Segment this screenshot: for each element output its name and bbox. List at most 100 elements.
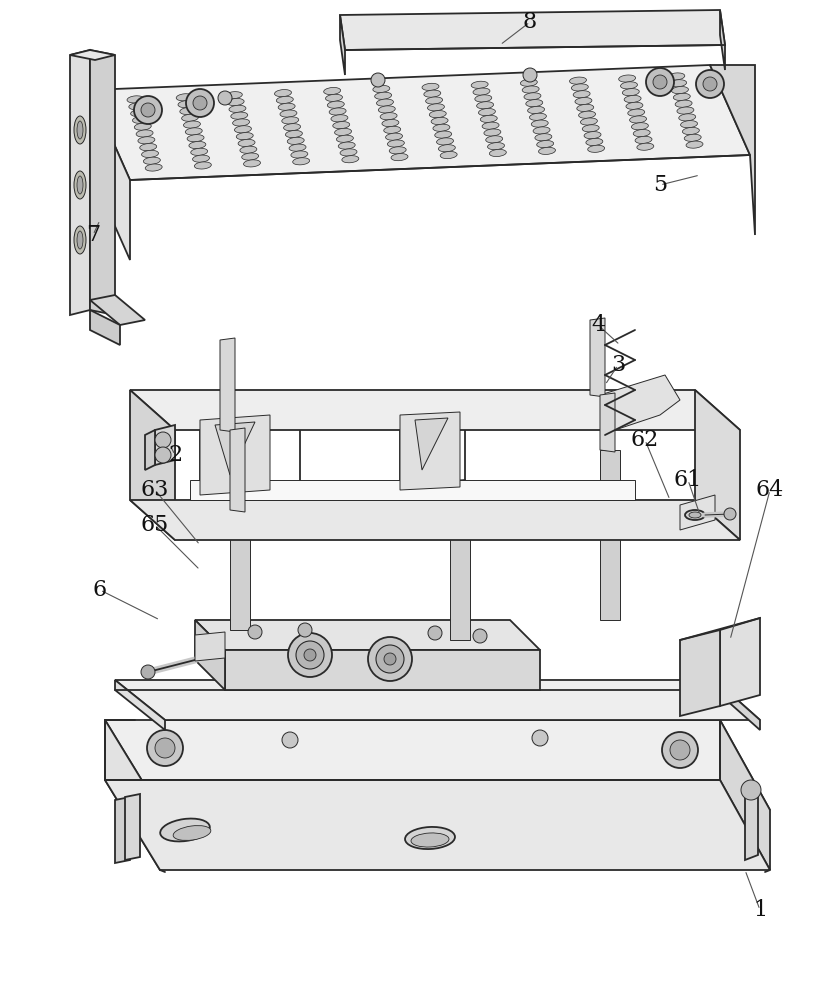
Ellipse shape [489,149,506,157]
Ellipse shape [436,138,454,145]
Ellipse shape [405,827,455,849]
Circle shape [147,730,183,766]
Polygon shape [680,495,715,530]
Ellipse shape [278,103,295,110]
Ellipse shape [672,87,689,94]
Ellipse shape [441,151,457,159]
Polygon shape [450,505,470,640]
Polygon shape [90,65,750,180]
Ellipse shape [378,106,395,113]
Ellipse shape [520,79,538,86]
Ellipse shape [231,112,247,119]
Circle shape [532,730,548,746]
Ellipse shape [234,126,252,133]
Ellipse shape [622,89,640,96]
Ellipse shape [582,125,599,132]
Ellipse shape [77,176,83,194]
Circle shape [141,665,155,679]
Ellipse shape [342,156,359,163]
Ellipse shape [586,138,603,146]
Ellipse shape [136,130,153,137]
Polygon shape [90,310,120,345]
Ellipse shape [127,96,144,103]
Ellipse shape [285,130,302,138]
Text: 62: 62 [630,429,659,451]
Ellipse shape [475,95,492,102]
Ellipse shape [333,122,349,129]
Ellipse shape [577,104,593,111]
Ellipse shape [570,77,586,84]
Ellipse shape [537,140,554,148]
Text: 1: 1 [753,899,767,921]
Ellipse shape [621,82,637,89]
Polygon shape [145,430,155,470]
Polygon shape [115,680,760,720]
Ellipse shape [384,126,400,133]
Ellipse shape [143,157,160,164]
Ellipse shape [571,84,589,91]
Ellipse shape [675,100,692,107]
Ellipse shape [236,133,253,140]
Circle shape [155,432,171,448]
Ellipse shape [185,128,202,135]
Ellipse shape [535,134,552,141]
Ellipse shape [477,102,493,109]
Polygon shape [195,632,225,661]
Ellipse shape [438,145,455,152]
Ellipse shape [689,512,701,518]
Ellipse shape [424,90,441,97]
Text: 8: 8 [523,11,537,33]
Circle shape [428,626,442,640]
Polygon shape [195,620,540,650]
Ellipse shape [619,75,635,82]
Ellipse shape [667,73,685,80]
Ellipse shape [229,105,246,112]
Ellipse shape [284,124,301,131]
Ellipse shape [291,151,307,158]
Circle shape [703,77,717,91]
Ellipse shape [411,833,449,847]
Polygon shape [340,15,345,75]
Ellipse shape [433,124,450,131]
Ellipse shape [575,98,592,105]
Ellipse shape [77,231,83,249]
Ellipse shape [389,147,406,154]
Ellipse shape [131,109,148,117]
Ellipse shape [329,108,346,115]
Text: 6: 6 [93,579,107,601]
Text: 4: 4 [591,314,605,336]
Ellipse shape [573,91,590,98]
Polygon shape [105,720,160,870]
Ellipse shape [478,108,496,116]
Ellipse shape [528,106,544,114]
Circle shape [741,780,761,800]
Ellipse shape [141,150,159,157]
Ellipse shape [289,144,306,151]
Ellipse shape [178,101,195,108]
Ellipse shape [637,143,653,150]
Polygon shape [70,50,90,315]
Circle shape [376,645,404,673]
Circle shape [653,75,667,89]
Polygon shape [130,390,175,540]
Polygon shape [720,618,760,706]
Circle shape [670,740,690,760]
Circle shape [298,623,312,637]
Ellipse shape [327,101,344,108]
Ellipse shape [427,104,445,111]
Ellipse shape [579,111,596,118]
Ellipse shape [677,107,694,114]
Circle shape [218,91,232,105]
Ellipse shape [387,140,404,147]
Polygon shape [590,318,605,397]
Ellipse shape [138,137,155,144]
Polygon shape [105,780,770,870]
Ellipse shape [326,94,343,101]
Circle shape [248,625,262,639]
Polygon shape [155,425,175,465]
Ellipse shape [480,115,497,122]
Ellipse shape [684,134,701,141]
Circle shape [288,633,332,677]
Ellipse shape [293,158,310,165]
Ellipse shape [194,162,211,169]
